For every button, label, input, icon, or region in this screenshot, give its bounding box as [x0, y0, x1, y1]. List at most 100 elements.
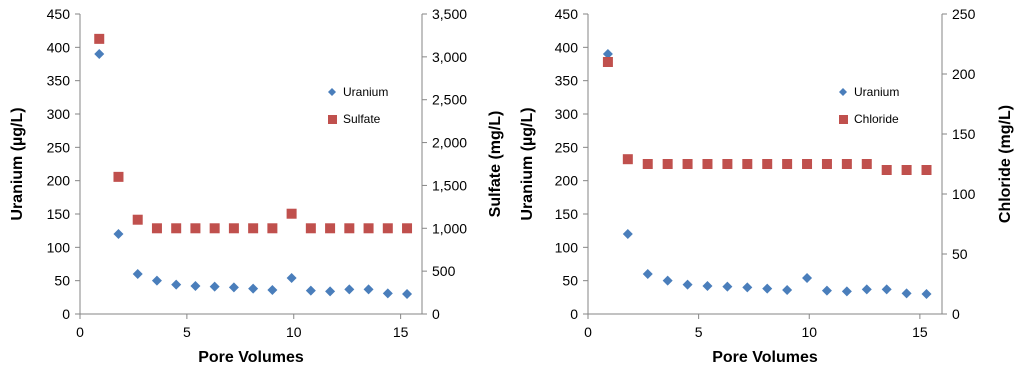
data-point-sulfate	[363, 223, 374, 234]
data-point-sulfate	[171, 223, 182, 234]
data-point-uranium	[802, 273, 813, 283]
data-point-uranium	[248, 283, 259, 294]
y-tick-label: 350	[47, 73, 71, 89]
y-tick-label: 100	[47, 239, 71, 255]
data-point-chloride	[861, 159, 872, 169]
data-point-uranium	[782, 285, 793, 295]
y-tick-label: 400	[47, 39, 71, 55]
y2-tick-label: 0	[952, 306, 960, 322]
legend-label-uranium: Uranium	[854, 85, 899, 99]
data-point-uranium	[151, 275, 162, 286]
data-point-sulfate	[344, 223, 355, 234]
y2-tick-label: 50	[952, 246, 968, 262]
chart-uranium-sulfate: 05010015020025030035040045005001,0001,50…	[9, 6, 504, 366]
x-tick-label: 15	[393, 324, 409, 340]
y-tick-label: 100	[555, 239, 579, 255]
data-point-uranium	[382, 288, 393, 299]
data-point-chloride	[602, 57, 613, 67]
y-tick-label: 200	[47, 173, 71, 189]
y2-tick-label: 100	[952, 186, 976, 202]
data-point-uranium	[861, 284, 872, 295]
data-point-uranium	[325, 286, 336, 297]
data-point-uranium	[742, 282, 753, 293]
data-point-sulfate	[151, 223, 162, 234]
x-tick-label: 10	[286, 324, 302, 340]
data-point-uranium	[662, 275, 673, 286]
y-tick-label: 150	[47, 206, 71, 222]
y-tick-label: 450	[47, 6, 71, 22]
x-axis-title: Pore Volumes	[198, 349, 304, 366]
data-point-uranium	[132, 269, 143, 279]
y2-tick-label: 1,000	[432, 220, 467, 236]
y2-tick-label: 0	[432, 306, 440, 322]
y-axis-title: Uranium (µg/L)	[519, 107, 536, 220]
y-tick-label: 450	[555, 6, 579, 22]
data-point-sulfate	[94, 33, 105, 44]
y-tick-label: 0	[570, 306, 578, 322]
series-uranium	[602, 49, 932, 299]
data-point-chloride	[921, 165, 932, 175]
data-point-sulfate	[305, 223, 316, 234]
data-point-uranium	[94, 49, 105, 59]
series-chloride	[602, 57, 932, 175]
data-point-sulfate	[132, 214, 143, 225]
legend-label-sulfate: Sulfate	[343, 112, 381, 126]
data-point-sulfate	[190, 223, 201, 234]
data-point-sulfate	[267, 223, 278, 234]
data-point-chloride	[901, 165, 912, 175]
legend: Uranium Chloride	[839, 85, 899, 126]
data-point-chloride	[821, 159, 832, 169]
y2-tick-label: 1,500	[432, 177, 467, 193]
data-point-chloride	[841, 159, 852, 169]
data-point-uranium	[171, 279, 182, 290]
y2-tick-label: 2,000	[432, 135, 467, 151]
data-point-uranium	[344, 284, 355, 295]
data-point-uranium	[190, 281, 201, 291]
x-tick-label: 0	[584, 324, 592, 340]
data-point-uranium	[209, 281, 220, 292]
legend-marker-chloride	[839, 115, 848, 124]
series-uranium	[94, 49, 413, 299]
data-point-chloride	[782, 159, 793, 169]
y-tick-label: 250	[47, 139, 71, 155]
legend-label-chloride: Chloride	[854, 112, 899, 126]
data-point-chloride	[622, 154, 633, 165]
y2-tick-label: 200	[952, 66, 976, 82]
data-point-chloride	[702, 159, 713, 169]
data-point-sulfate	[228, 223, 239, 234]
y2-tick-label: 250	[952, 6, 976, 22]
y-tick-label: 400	[555, 39, 579, 55]
data-point-uranium	[267, 285, 278, 295]
data-point-uranium	[702, 281, 713, 291]
data-point-chloride	[722, 159, 733, 169]
data-point-sulfate	[325, 223, 336, 234]
legend: Uranium Sulfate	[328, 85, 388, 126]
data-point-uranium	[921, 289, 932, 299]
legend-marker-uranium	[839, 88, 847, 96]
data-point-uranium	[682, 279, 693, 290]
data-point-uranium	[901, 288, 912, 299]
data-point-chloride	[662, 159, 673, 169]
data-point-chloride	[742, 159, 753, 169]
data-point-uranium	[602, 49, 613, 59]
series-sulfate	[94, 33, 413, 234]
y2-axis-title: Chloride (mg/L)	[997, 105, 1014, 223]
data-point-chloride	[682, 159, 693, 169]
x-tick-label: 15	[912, 324, 928, 340]
y-tick-label: 300	[47, 106, 71, 122]
data-point-uranium	[228, 282, 239, 293]
data-point-uranium	[622, 229, 633, 239]
y-tick-label: 250	[555, 139, 579, 155]
x-tick-label: 5	[183, 324, 191, 340]
data-point-uranium	[305, 285, 316, 296]
data-point-sulfate	[402, 223, 413, 234]
data-point-uranium	[821, 285, 832, 296]
x-tick-label: 5	[695, 324, 703, 340]
data-point-uranium	[762, 283, 773, 294]
data-point-uranium	[286, 273, 297, 283]
data-point-sulfate	[248, 223, 259, 234]
data-point-uranium	[642, 269, 653, 279]
data-point-sulfate	[209, 223, 220, 234]
x-tick-label: 10	[801, 324, 817, 340]
